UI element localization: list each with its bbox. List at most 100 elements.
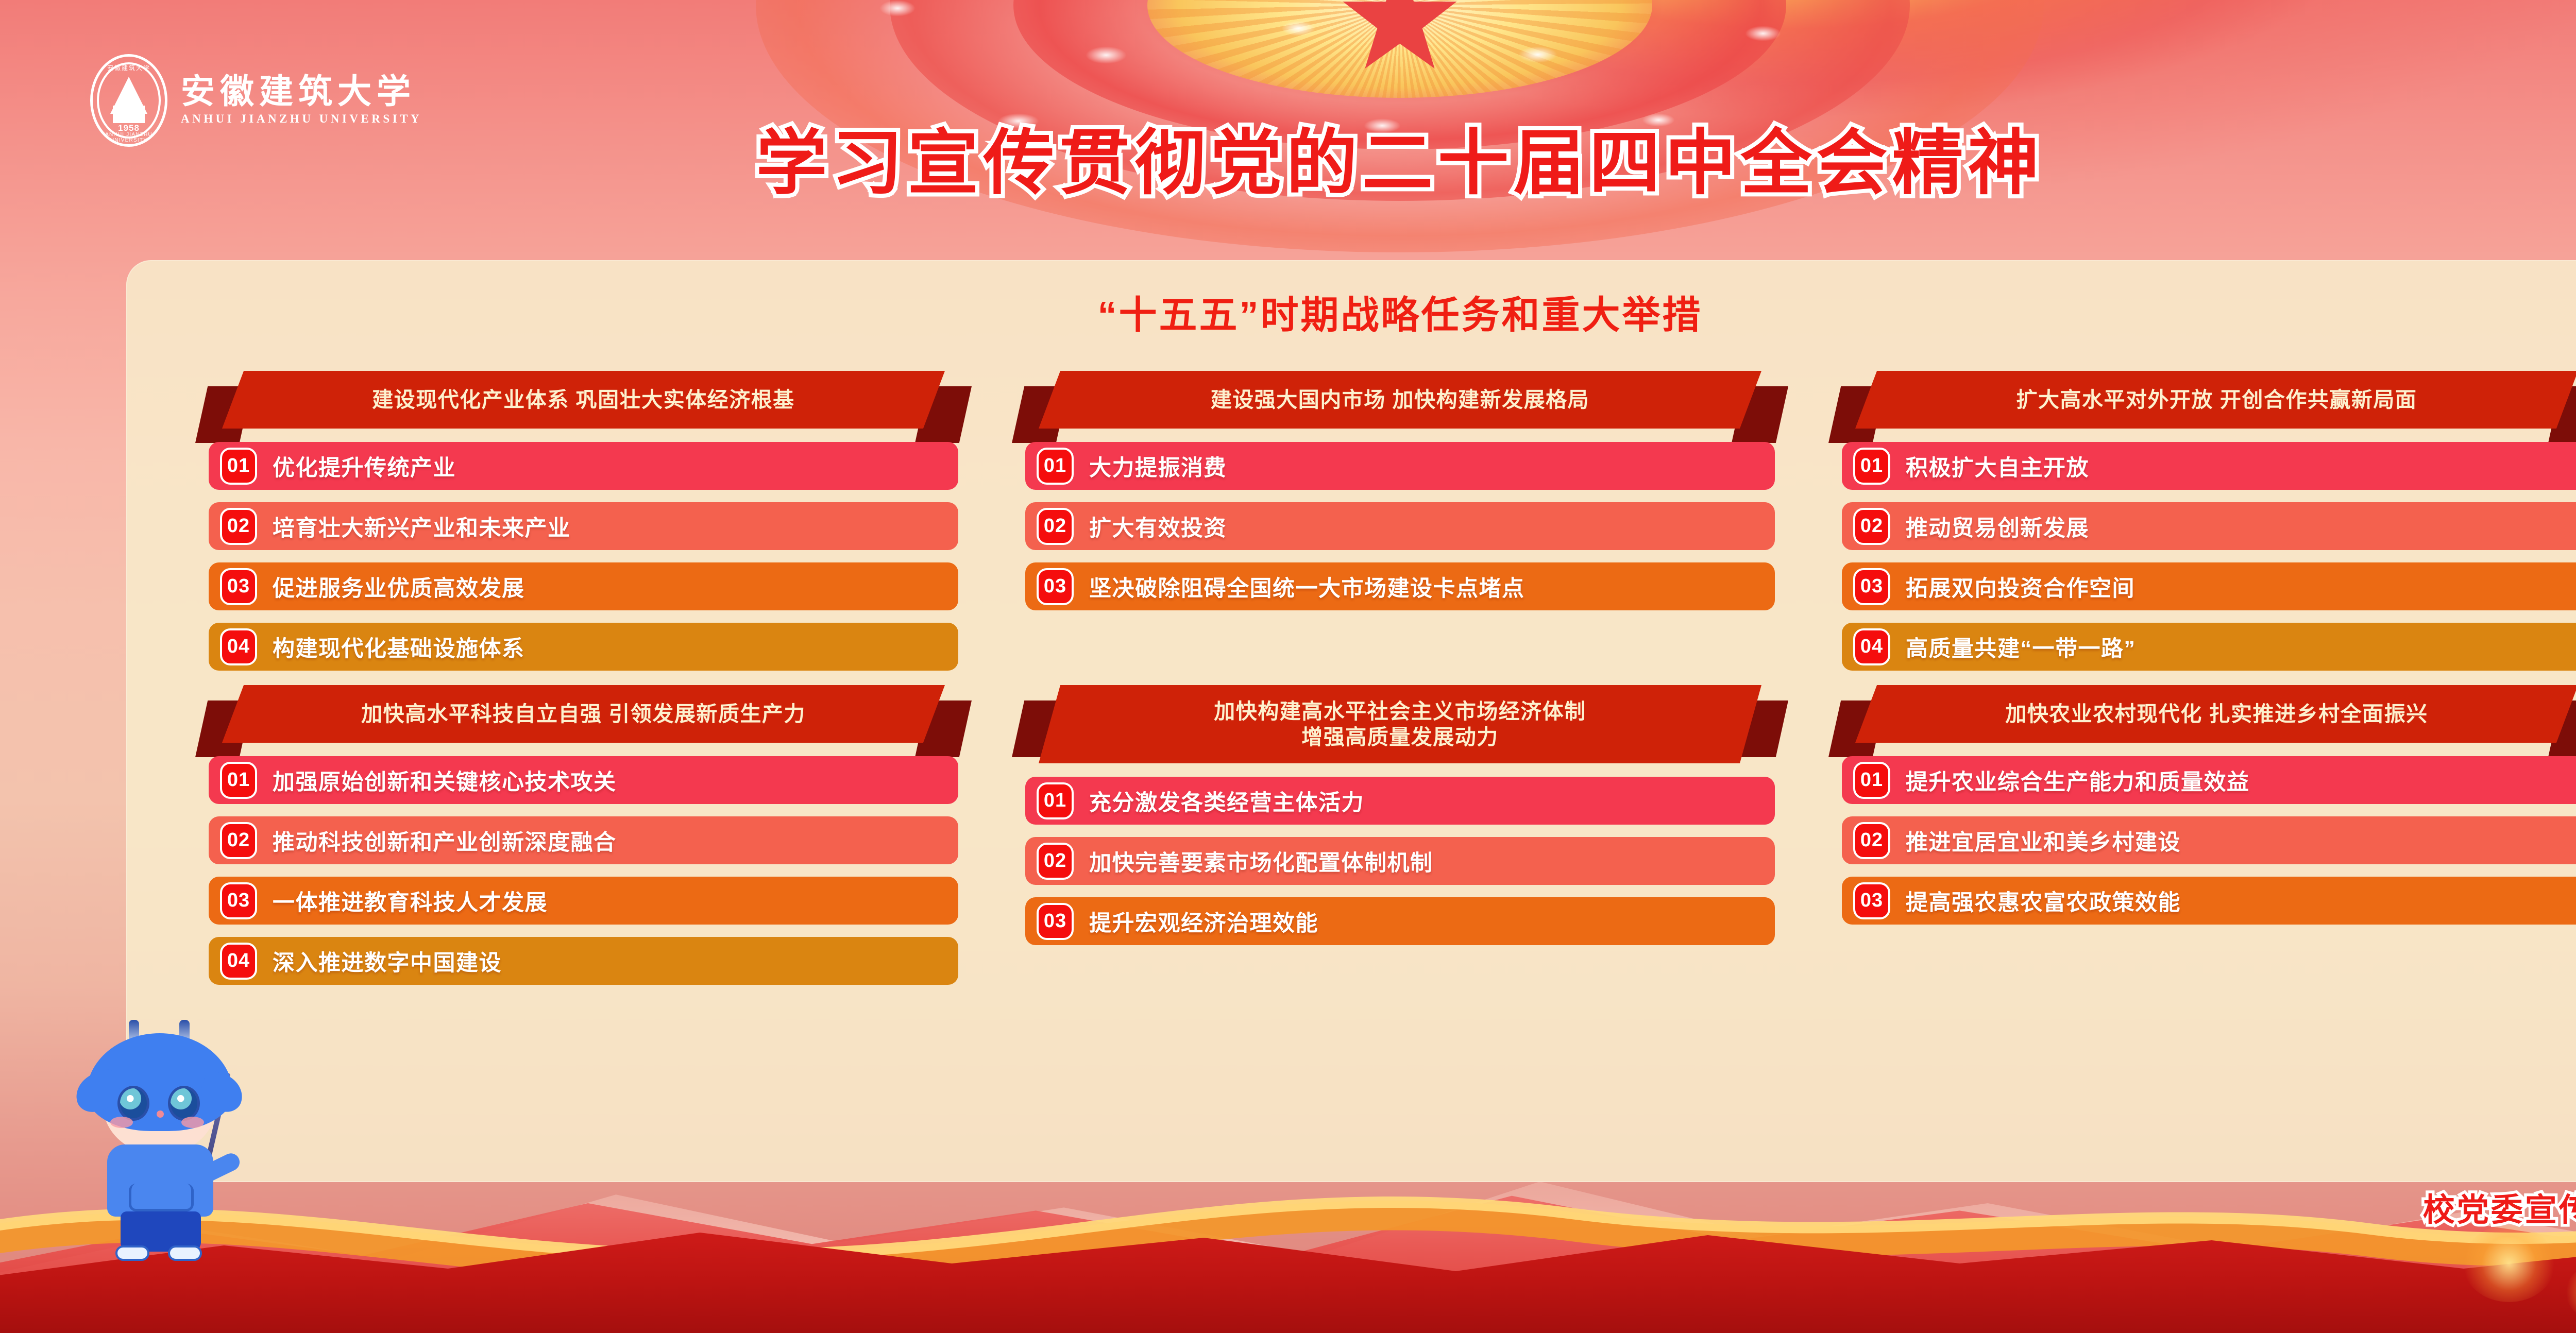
measure-item[interactable]: 03 一体推进教育科技人才发展 (209, 877, 958, 925)
banner-title: 建设现代化产业体系 巩固壮大实体经济根基 (372, 387, 795, 412)
mascot-mouth (157, 1110, 164, 1118)
banner-title-line: 加快构建高水平社会主义市场经济体制 (1214, 699, 1586, 723)
measure-item[interactable]: 01 提升农业综合生产能力和质量效益 (1842, 756, 2576, 804)
measure-item[interactable]: 03 促进服务业优质高效发展 (209, 562, 958, 610)
sparkle-icon (879, 0, 916, 16)
sparkle-icon (1086, 46, 1127, 64)
banner-face: 建设强大国内市场 加快构建新发展格局 (1039, 371, 1761, 429)
banner-face: 扩大高水平对外开放 开创合作共赢新局面 (1855, 371, 2576, 429)
topic-block: 扩大高水平对外开放 开创合作共赢新局面 01 积极扩大自主开放 02 推动贸易创新发展 0… (1828, 371, 2576, 671)
measure-item[interactable]: 03 提升宏观经济治理效能 (1025, 897, 1775, 945)
measure-number-badge: 02 (1037, 507, 1074, 545)
student-mascot (72, 1010, 247, 1267)
measure-label: 培育壮大新兴产业和未来产业 (273, 516, 571, 541)
topic-banner: 加快高水平科技自立自强 引领发展新质生产力 (195, 685, 972, 757)
measure-item[interactable]: 04 构建现代化基础设施体系 (209, 623, 958, 671)
university-crest-icon: 安徽建筑大学 1958 ANHUI JIANZHU UNIVERSITY (90, 54, 167, 147)
measure-label: 提高强农惠农富农政策效能 (1906, 890, 2181, 915)
measure-item[interactable]: 03 拓展双向投资合作空间 (1842, 562, 2576, 610)
measure-item[interactable]: 02 推动科技创新和产业创新深度融合 (209, 816, 958, 864)
measure-number-badge: 04 (220, 942, 257, 980)
topic-block: 建设强大国内市场 加快构建新发展格局 01 大力提振消费 02 扩大有效投资 03 坚决破除… (1012, 371, 1788, 671)
measure-number-badge: 03 (1037, 902, 1074, 940)
measure-item[interactable]: 02 推动贸易创新发展 (1842, 502, 2576, 550)
mascot-pants (121, 1211, 201, 1252)
measure-number-badge: 03 (1037, 568, 1074, 605)
measure-item[interactable]: 03 提高强农惠农富农政策效能 (1842, 877, 2576, 925)
crest-year: 1958 (118, 123, 140, 133)
banner-face: 加快构建高水平社会主义市场经济体制 增强高质量发展动力 (1039, 685, 1761, 763)
measure-item[interactable]: 01 大力提振消费 (1025, 442, 1775, 490)
mascot-blush-right (181, 1117, 204, 1128)
banner-title: 扩大高水平对外开放 开创合作共赢新局面 (2016, 387, 2417, 412)
publisher-credit: 校党委宣传部 宣 (2420, 1190, 2576, 1231)
measure-label: 推动贸易创新发展 (1906, 516, 2089, 541)
content-card: “十五五”时期战略任务和重大举措 建设现代化产业体系 巩固壮大实体经济根基 01 优… (126, 260, 2576, 1182)
crest-arc-bottom-text: ANHUI JIANZHU UNIVERSITY (105, 132, 152, 143)
measure-label: 充分激发各类经营主体活力 (1089, 790, 1364, 815)
measure-label: 提升农业综合生产能力和质量效益 (1906, 770, 2250, 795)
measure-number-badge: 01 (1037, 782, 1074, 819)
measure-label: 深入推进数字中国建设 (273, 950, 502, 976)
measure-item[interactable]: 01 优化提升传统产业 (209, 442, 958, 490)
topic-banner: 建设强大国内市场 加快构建新发展格局 (1012, 371, 1788, 443)
measure-number-badge: 01 (220, 447, 257, 485)
blocks-grid: 建设现代化产业体系 巩固壮大实体经济根基 01 优化提升传统产业 02 培育壮大新兴产业… (195, 371, 2576, 985)
university-logo: 安徽建筑大学 1958 ANHUI JIANZHU UNIVERSITY 安徽建… (90, 54, 422, 147)
mountain-layer-near (0, 1233, 2576, 1333)
measure-item[interactable]: 02 扩大有效投资 (1025, 502, 1775, 550)
measure-number-badge: 01 (1853, 447, 1890, 485)
banner-title-line: 增强高质量发展动力 (1301, 725, 1499, 749)
banner-title: 加快农业农村现代化 扎实推进乡村全面振兴 (2005, 702, 2428, 726)
firework-icon (2566, 1264, 2576, 1321)
measure-item[interactable]: 02 推进宜居宜业和美乡村建设 (1842, 816, 2576, 864)
measure-number-badge: 02 (1853, 507, 1890, 545)
measure-item[interactable]: 01 加强原始创新和关键核心技术攻关 (209, 756, 958, 804)
topic-banner: 加快构建高水平社会主义市场经济体制 增强高质量发展动力 (1012, 685, 1788, 763)
burst-core-glow (1147, 0, 1652, 98)
measure-number-badge: 02 (1037, 842, 1074, 880)
mascot-eye-left (117, 1086, 149, 1121)
measure-item[interactable]: 01 积极扩大自主开放 (1842, 442, 2576, 490)
measure-label: 促进服务业优质高效发展 (273, 576, 525, 601)
crest-inner-ring (97, 62, 161, 139)
sparkle-icon (1281, 21, 1315, 36)
measure-label: 构建现代化基础设施体系 (273, 636, 525, 661)
mascot-hoodie (107, 1144, 213, 1217)
measure-number-badge: 03 (220, 568, 257, 605)
measure-label: 积极扩大自主开放 (1906, 455, 2089, 481)
logo-name-cn: 安徽建筑大学 (181, 73, 416, 111)
measure-number-badge: 01 (220, 761, 257, 799)
page-title: 学习宣传贯彻党的二十届四中全会精神 (752, 122, 2044, 205)
banner-face: 加快高水平科技自立自强 引领发展新质生产力 (222, 685, 945, 743)
measure-label: 高质量共建“一带一路” (1906, 636, 2136, 661)
mascot-eye-right (168, 1086, 200, 1121)
measure-number-badge: 02 (220, 822, 257, 859)
measure-item[interactable]: 03 坚决破除阻碍全国统一大市场建设卡点堵点 (1025, 562, 1775, 610)
mascot-hoodie-pocket (129, 1184, 194, 1211)
measure-label: 加快完善要素市场化配置体制机制 (1089, 850, 1433, 876)
mascot-shoe-left (115, 1245, 149, 1261)
measure-number-badge: 03 (220, 882, 257, 919)
measure-item[interactable]: 04 深入推进数字中国建设 (209, 937, 958, 985)
measure-label: 加强原始创新和关键核心技术攻关 (273, 770, 617, 795)
banner-title: 建设强大国内市场 加快构建新发展格局 (1210, 387, 1590, 412)
measure-label: 推进宜居宜业和美乡村建设 (1906, 830, 2181, 855)
measure-item[interactable]: 02 培育壮大新兴产业和未来产业 (209, 502, 958, 550)
crest-outer-ring (90, 54, 167, 147)
firework-icon (2463, 1225, 2555, 1302)
measure-number-badge: 04 (1853, 628, 1890, 665)
measure-item[interactable]: 04 高质量共建“一带一路” (1842, 623, 2576, 671)
measure-item[interactable]: 01 充分激发各类经营主体活力 (1025, 777, 1775, 825)
measure-number-badge: 02 (220, 507, 257, 545)
measure-number-badge: 01 (1853, 761, 1890, 799)
card-subtitle: “十五五”时期战略任务和重大举措 (1097, 294, 1703, 336)
topic-block: 加快农业农村现代化 扎实推进乡村全面振兴 01 提升农业综合生产能力和质量效益 02 推… (1828, 685, 2576, 985)
measure-item[interactable]: 02 加快完善要素市场化配置体制机制 (1025, 837, 1775, 885)
measure-label: 推动科技创新和产业创新深度融合 (273, 830, 617, 855)
banner-face: 建设现代化产业体系 巩固壮大实体经济根基 (222, 371, 945, 429)
banner-title: 加快高水平科技自立自强 引领发展新质生产力 (361, 702, 806, 726)
measure-number-badge: 04 (220, 628, 257, 665)
topic-block: 建设现代化产业体系 巩固壮大实体经济根基 01 优化提升传统产业 02 培育壮大新兴产业… (195, 371, 972, 671)
